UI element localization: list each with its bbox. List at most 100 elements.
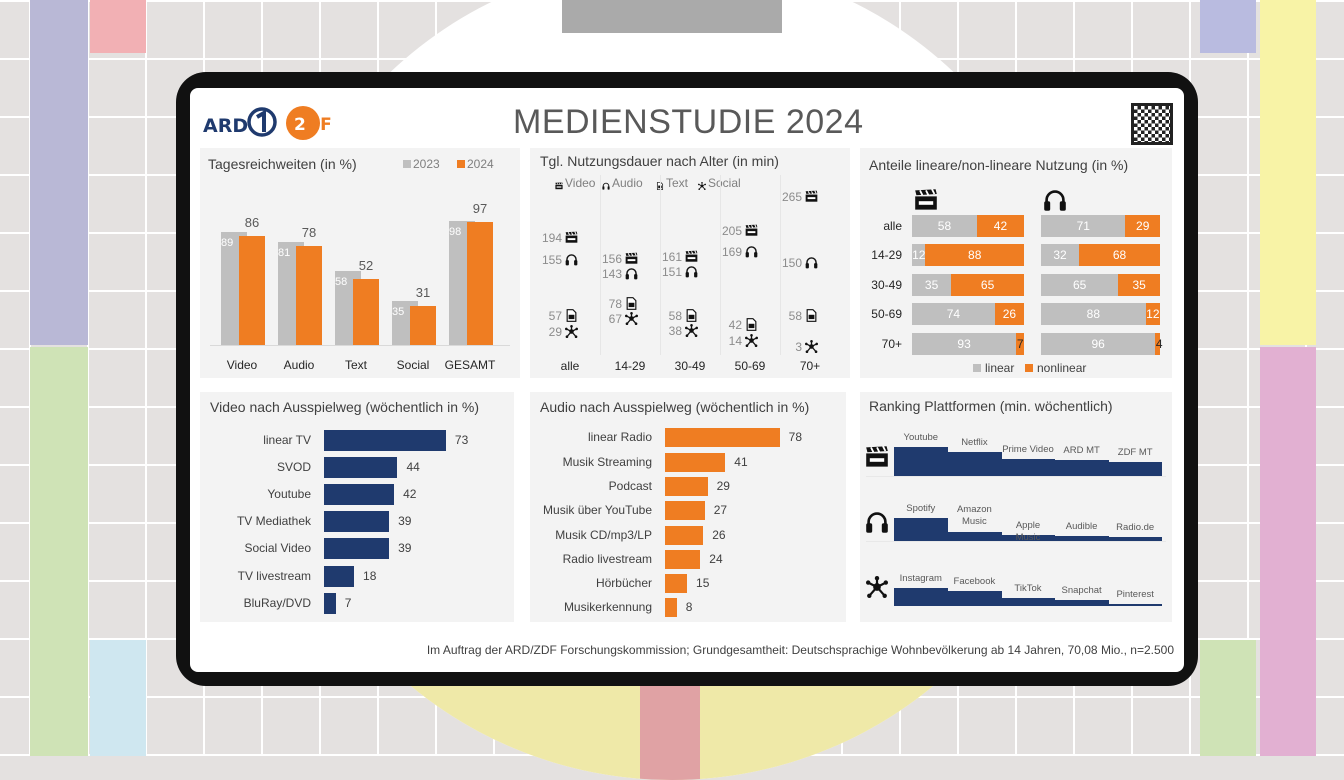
data-label-nonlinear: 35 <box>1132 278 1146 292</box>
clapperboard-icon <box>805 190 818 203</box>
legend-label-Audio: Audio <box>612 176 643 190</box>
bar-linear <box>1041 333 1156 355</box>
panel-nutzungsdauer <box>530 148 850 378</box>
svg-text:ARD: ARD <box>203 115 248 137</box>
platform-label: Audible <box>1065 520 1098 532</box>
document-icon <box>745 318 758 331</box>
data-label-Social: 29 <box>548 325 562 340</box>
data-label: 27 <box>713 503 728 517</box>
ranking-bar <box>894 518 949 541</box>
ranking-bar <box>1108 537 1163 541</box>
platform-label: Amazon Music <box>956 504 992 528</box>
social-network-icon <box>625 312 638 326</box>
footer-note: Im Auftrag der ARD/ZDF Forschungskommiss… <box>426 643 1174 657</box>
row-label: Musikerkennung <box>563 600 652 614</box>
qr-code[interactable] <box>1131 103 1173 145</box>
bar <box>324 456 398 478</box>
data-label-Video: 265 <box>781 189 802 204</box>
pattern-block <box>30 0 88 345</box>
social-network-icon <box>565 325 578 339</box>
data-label-nonlinear: 65 <box>980 278 995 292</box>
ranking-bar <box>1108 462 1163 476</box>
platform-label: Netflix <box>961 436 988 448</box>
data-label-Social: 38 <box>668 323 682 338</box>
pattern-block <box>30 347 88 756</box>
bar-nonlinear <box>976 215 1024 237</box>
data-label-Text: 57 <box>548 309 562 324</box>
row-label: alle <box>883 219 902 233</box>
headphones-icon <box>805 256 818 269</box>
chart-title: Tagesreichweiten (in %) <box>208 156 357 172</box>
data-label-linear: 12 <box>912 248 926 262</box>
ranking-bar <box>894 588 949 606</box>
data-label-Video: 205 <box>721 224 742 239</box>
clapperboard-icon <box>625 252 638 265</box>
legend-label-nonlinear: nonlinear <box>1037 361 1087 375</box>
social-network-icon <box>698 179 706 190</box>
legend-swatch-2023 <box>403 160 411 168</box>
platform-label: Snapchat <box>1061 585 1102 597</box>
pattern-block <box>1260 347 1316 756</box>
legend-label-Text: Text <box>666 176 689 190</box>
legend-label-linear: linear <box>985 361 1015 375</box>
social-network-icon <box>805 340 818 354</box>
data-label: 7 <box>344 596 352 610</box>
data-label-nonlinear: 68 <box>1112 248 1127 262</box>
row-label: SVOD <box>276 460 311 474</box>
document-icon <box>625 297 638 311</box>
platform-label: ZDF MT <box>1117 447 1153 459</box>
headphones-icon <box>865 511 889 533</box>
data-label: 39 <box>398 541 412 555</box>
document-icon <box>685 308 698 322</box>
ranking-bar <box>1001 598 1056 606</box>
x-tick-label: Video <box>226 358 258 372</box>
headphones-icon <box>745 245 758 258</box>
data-label-Text: 58 <box>788 308 802 323</box>
ranking-bar <box>894 447 949 476</box>
bar-linear <box>912 303 995 325</box>
data-label: 44 <box>406 460 420 474</box>
headphones-icon <box>625 267 638 280</box>
data-label-nonlinear: 29 <box>1136 219 1150 233</box>
bar-linear <box>912 244 926 266</box>
document-icon <box>805 308 818 322</box>
data-label: 15 <box>696 576 710 590</box>
data-label-Social: 14 <box>728 333 742 348</box>
data-label: 42 <box>403 487 417 501</box>
bar-2024 <box>410 305 436 345</box>
bar-linear <box>912 333 1017 355</box>
ranking-bar <box>1054 600 1109 606</box>
row-label: 30-49 <box>871 278 902 292</box>
data-label-nonlinear: 4 <box>1155 337 1163 351</box>
ranking-bar <box>1001 458 1056 476</box>
data-label-Audio: 151 <box>661 264 682 279</box>
pattern-block <box>1260 0 1316 345</box>
headphones-icon <box>602 179 610 190</box>
data-label-2024: 86 <box>244 214 260 230</box>
data-label-linear: 35 <box>924 278 939 292</box>
data-label-Text: 42 <box>728 317 742 332</box>
gridline <box>720 175 721 355</box>
data-label-linear: 65 <box>1072 278 1087 292</box>
data-label-Video: 194 <box>541 230 562 245</box>
bar <box>324 510 390 532</box>
pattern-block <box>90 0 146 53</box>
platform-label: TikTok <box>1014 583 1042 595</box>
platform-label: ARD MT <box>1063 445 1100 457</box>
data-label-2023: 98 <box>449 225 462 238</box>
row-label: TV livestream <box>237 569 311 583</box>
svg-text:2: 2 <box>294 115 306 135</box>
bar <box>665 549 701 569</box>
x-tick-label: 70+ <box>799 359 821 373</box>
ranking-bar <box>947 451 1002 476</box>
platform-label: Facebook <box>953 576 996 588</box>
gridline <box>600 175 601 355</box>
bar-linear <box>1041 274 1119 296</box>
data-label-nonlinear: 7 <box>1016 337 1024 351</box>
bar-2024 <box>467 221 493 345</box>
divider <box>866 541 1166 542</box>
pattern-block <box>1200 0 1256 53</box>
chart-title: Anteile lineare/non-lineare Nutzung (in … <box>869 157 1129 173</box>
data-label: 26 <box>712 528 726 542</box>
page-title: MEDIENSTUDIE 2024 <box>513 103 864 141</box>
